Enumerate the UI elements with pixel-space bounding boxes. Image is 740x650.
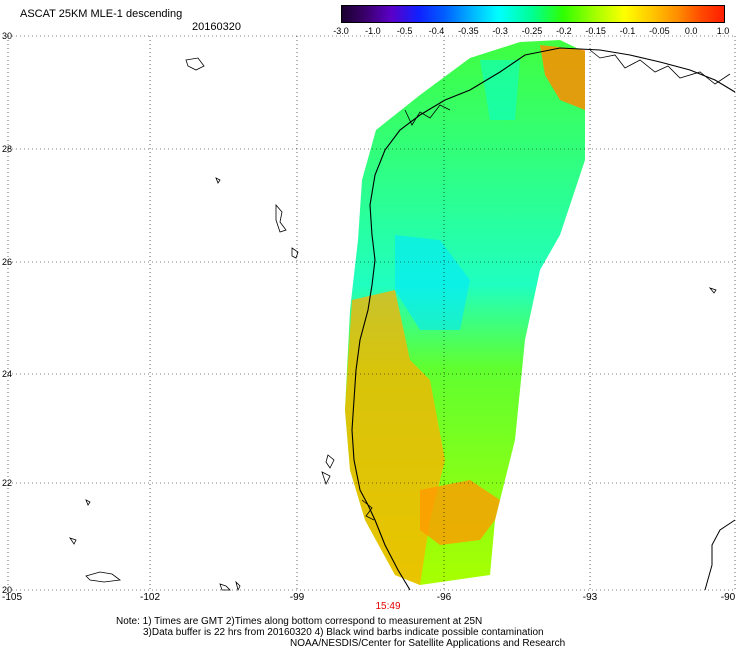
- colorbar: [341, 5, 725, 23]
- latitude-label: 30: [2, 31, 13, 41]
- colorbar-tick-label: -0.3: [492, 26, 508, 36]
- colorbar-tick-label: 0.0: [684, 26, 698, 36]
- colorbar-tick-label: -0.2: [556, 26, 572, 36]
- colorbar-tick-label: -0.5: [396, 26, 413, 36]
- colorbar-tick-label: -0.4: [428, 26, 445, 36]
- colorbar-tick-label: -3.0: [333, 26, 349, 36]
- latitude-label: 20: [2, 585, 13, 595]
- latitude-label: 26: [2, 257, 13, 267]
- longitude-label: -105: [1, 592, 23, 603]
- map-date: 20160320: [192, 21, 241, 33]
- latitude-label: 22: [2, 478, 13, 488]
- note-line-1: Note: 1) Times are GMT 2)Times along bot…: [116, 616, 483, 627]
- latitude-label: 24: [2, 369, 13, 379]
- colorbar-tick-label: -0.1: [619, 26, 636, 36]
- colorbar-tick-label: -0.15: [585, 26, 606, 36]
- colorbar-tick-label: 1.0: [716, 26, 730, 36]
- longitude-label: -99: [289, 592, 305, 603]
- note-line-3: NOAA/NESDIS/Center for Satellite Applica…: [290, 638, 566, 649]
- coastline: [351, 47, 736, 591]
- colorbar-tick-label: -0.35: [458, 26, 479, 36]
- colorbar-tick-label: -1.0: [365, 26, 381, 36]
- swath-time: 15:49: [375, 601, 401, 612]
- longitude-label: -93: [582, 592, 598, 603]
- wind-swath: [345, 40, 585, 585]
- latitude-label: 28: [2, 144, 13, 154]
- colorbar-tick-label: -0.25: [521, 26, 543, 36]
- colorbar-tick-label: -0.05: [649, 26, 670, 36]
- longitude-label: -96: [436, 592, 452, 603]
- note-line-2: 3)Data buffer is 22 hrs from 20160320 4)…: [143, 627, 544, 638]
- islands: [69, 57, 717, 592]
- map-title: ASCAT 25KM MLE-1 descending: [20, 8, 183, 20]
- longitude-label: -90: [720, 592, 736, 603]
- lat-lon-grid: [7, 35, 736, 591]
- longitude-label: -102: [139, 592, 161, 603]
